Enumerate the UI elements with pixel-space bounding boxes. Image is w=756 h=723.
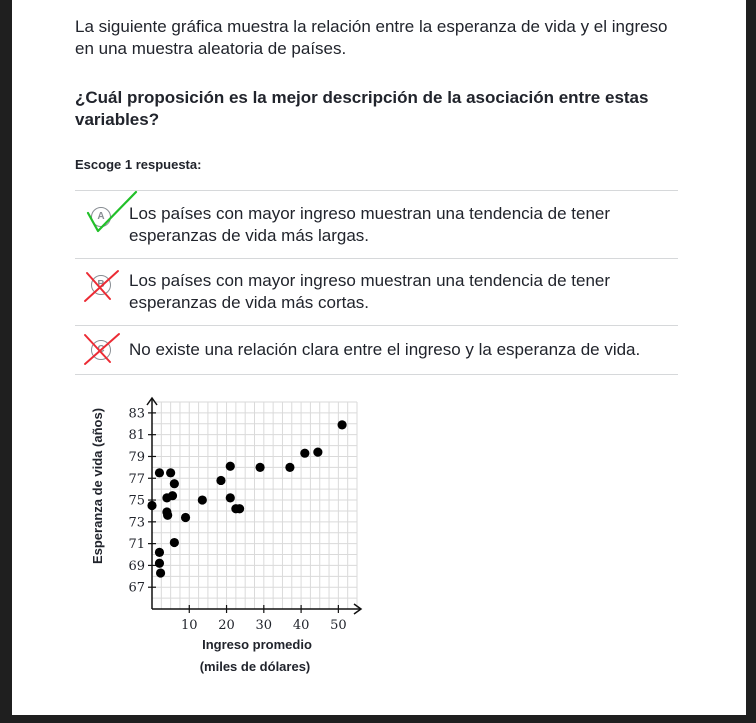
x-tick-label: 30 <box>256 618 273 633</box>
y-tick-label: 81 <box>128 428 145 443</box>
tick-labels: 67 69 71 73 75 77 79 81 83 10 20 30 40 50 <box>128 406 346 633</box>
data-point <box>147 500 157 511</box>
data-point <box>197 495 207 505</box>
data-point <box>154 558 165 568</box>
x-tick-label: 50 <box>330 618 347 633</box>
choice-b[interactable]: B Los países con mayor ingreso muestran … <box>75 258 678 325</box>
cross-icon <box>84 333 120 365</box>
y-tick-label: 69 <box>128 559 145 574</box>
data-point <box>255 462 265 472</box>
data-point <box>285 462 295 472</box>
data-point <box>300 448 310 458</box>
answer-instruction: Escoge 1 respuesta: <box>75 157 202 172</box>
data-point <box>216 475 226 486</box>
choice-c[interactable]: C No existe una relación clara entre el … <box>75 325 678 375</box>
data-point <box>166 468 176 478</box>
data-point <box>313 447 323 457</box>
data-point <box>163 510 173 520</box>
data-point <box>180 512 191 523</box>
data-point <box>167 491 178 501</box>
choice-b-letter: B <box>91 275 111 295</box>
y-tick-label: 77 <box>128 472 145 487</box>
x-tick-label: 40 <box>293 618 310 633</box>
data-point <box>225 493 235 503</box>
data-point <box>169 537 179 548</box>
x-axis-arrow <box>353 603 363 615</box>
y-tick-label: 67 <box>128 581 145 596</box>
question-prompt: La siguiente gráfica muestra la relación… <box>75 17 668 58</box>
plot-grid <box>152 401 358 609</box>
y-tick-label: 83 <box>128 406 145 421</box>
data-points <box>147 420 347 578</box>
scatter-plot: 67 69 71 73 75 77 79 81 83 10 20 30 40 50 Esperanza d… <box>90 396 363 674</box>
data-point <box>234 504 245 514</box>
x-tick-label: 20 <box>218 618 235 633</box>
choice-a[interactable]: A Los países con mayor ingreso muestran … <box>75 190 678 258</box>
y-tick-label: 79 <box>128 450 145 465</box>
y-tick-label: 71 <box>128 537 145 552</box>
question-text: ¿Cuál proposición es la mejor descripció… <box>75 88 649 129</box>
data-point <box>155 568 166 578</box>
cross-icon <box>84 270 119 302</box>
choice-b-text: Los países con mayor ingreso muestran un… <box>129 271 611 312</box>
x-axis-label-units: (miles de dólares) <box>200 659 311 674</box>
data-point <box>154 468 165 478</box>
y-tick-label: 75 <box>128 494 145 509</box>
data-point <box>225 461 235 471</box>
x-tick-label: 10 <box>181 618 198 633</box>
check-icon <box>86 190 138 233</box>
y-axis-label: Esperanza de vida (años) <box>90 408 105 564</box>
data-point <box>169 479 179 489</box>
data-point <box>337 420 347 430</box>
question-card: La siguiente gráfica muestra la relación… <box>12 0 746 715</box>
choice-c-text: No existe una relación clara entre el in… <box>129 340 641 359</box>
x-axis-label: Ingreso promedio <box>202 637 312 652</box>
y-axis-arrow <box>146 396 158 406</box>
data-point <box>154 547 165 557</box>
answer-choices: A Los países con mayor ingreso muestran … <box>75 190 678 375</box>
choice-a-text: Los países con mayor ingreso muestran un… <box>129 204 611 245</box>
y-tick-label: 73 <box>128 515 145 530</box>
